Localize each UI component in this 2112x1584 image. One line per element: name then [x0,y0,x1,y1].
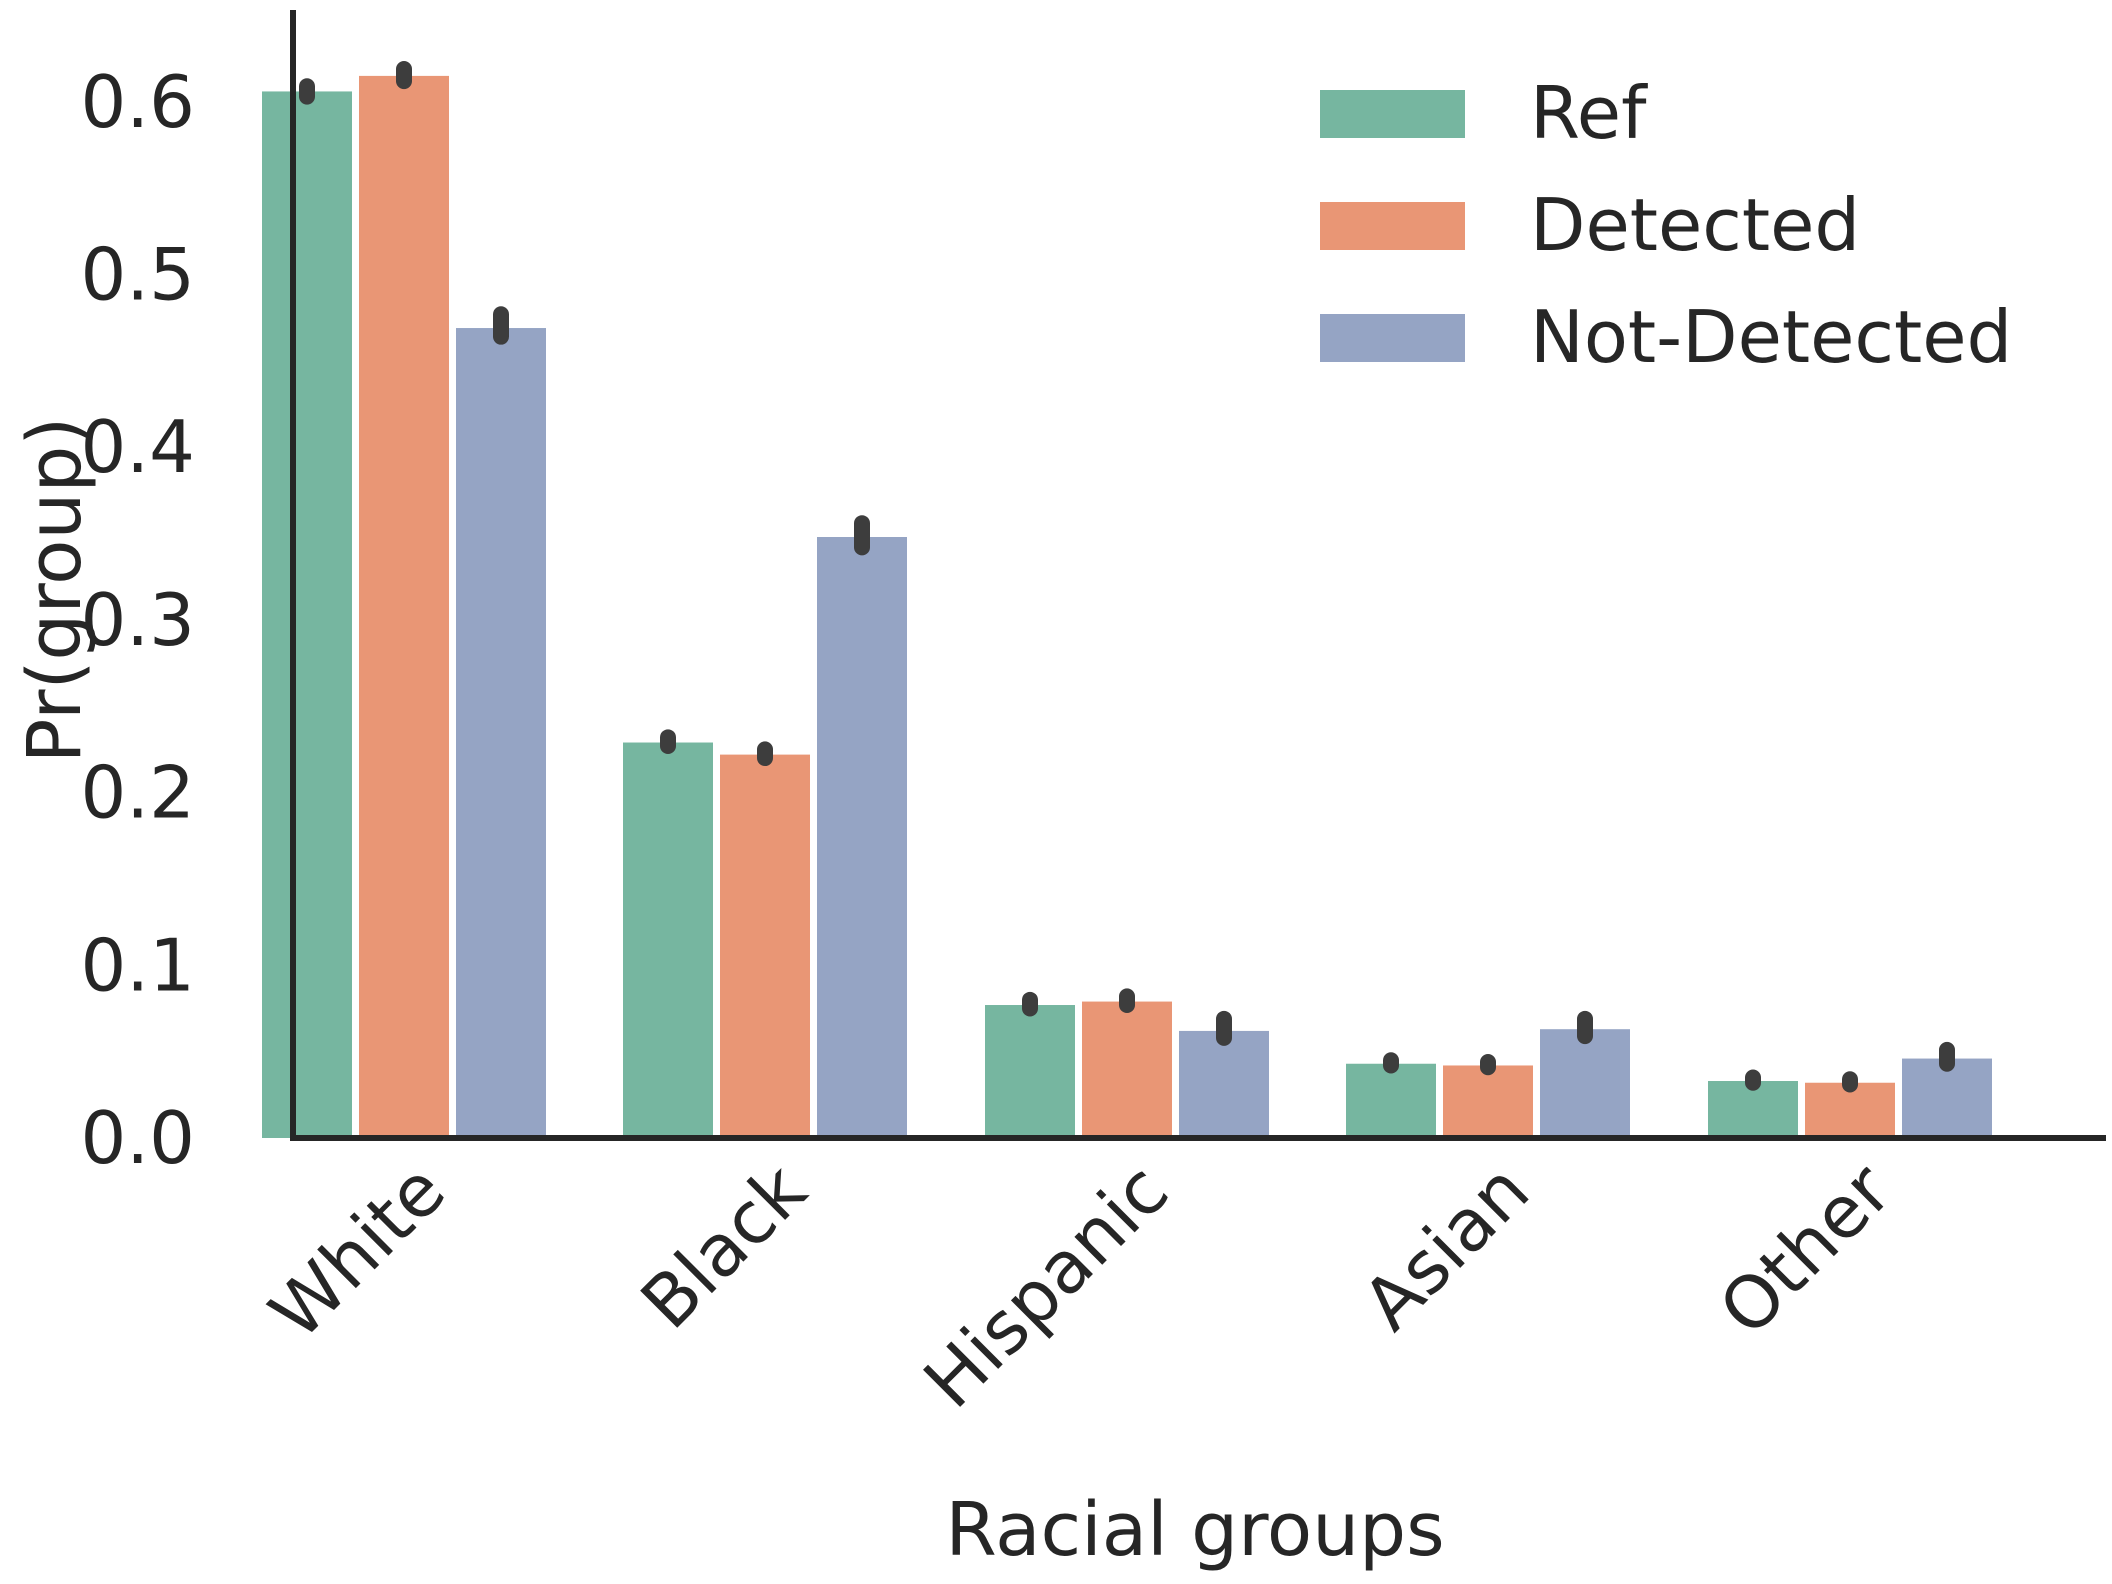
y-axis-label: Pr(group) [12,417,98,763]
x-tick-label-black: Black [625,1147,822,1344]
bar-other-not-detected [1902,1058,1992,1138]
legend-swatch-ref [1320,90,1465,138]
bar-asian-not-detected [1540,1029,1630,1138]
y-tick-label: 0.6 [80,60,195,144]
y-tick-label: 0.2 [80,751,195,835]
x-tick-labels: White Black Hispanic Asian Other [254,1147,1908,1424]
bar-hispanic-ref [985,1005,1075,1138]
bar-asian-ref [1346,1063,1436,1138]
x-tick-label-white: White [254,1148,461,1355]
error-bars-layer [299,60,1955,1093]
bar-black-detected [720,754,810,1138]
bar-hispanic-not-detected [1179,1030,1269,1138]
bar-asian-detected [1443,1065,1533,1138]
x-axis-label: Racial groups [945,1487,1444,1573]
bar-hispanic-detected [1082,1001,1172,1138]
legend-label-not-detected: Not-Detected [1530,295,2012,379]
bars-layer [262,75,1992,1139]
y-tick-label: 0.4 [80,405,195,489]
x-tick-label-hispanic: Hispanic [908,1148,1184,1424]
y-tick-label: 0.1 [80,923,195,1007]
legend-swatch-detected [1320,202,1465,250]
x-tick-label-asian: Asian [1347,1148,1545,1346]
x-tick-label-other: Other [1703,1147,1907,1351]
legend-label-detected: Detected [1530,183,1860,267]
legend-swatch-not-detected [1320,314,1465,362]
y-tick-label: 0.5 [80,233,195,317]
bar-white-detected [359,75,449,1138]
bar-black-not-detected [817,537,907,1138]
y-tick-label: 0.3 [80,578,195,662]
bar-white-ref [262,91,352,1139]
legend: Ref Detected Not-Detected [1320,71,2012,379]
legend-label-ref: Ref [1530,71,1648,155]
y-tick-labels: 0.0 0.1 0.2 0.3 0.4 0.5 0.6 [80,60,195,1180]
bar-black-ref [623,742,713,1138]
axes-layer [290,10,2106,1141]
bar-white-not-detected [456,328,546,1138]
y-tick-label: 0.0 [80,1096,195,1180]
